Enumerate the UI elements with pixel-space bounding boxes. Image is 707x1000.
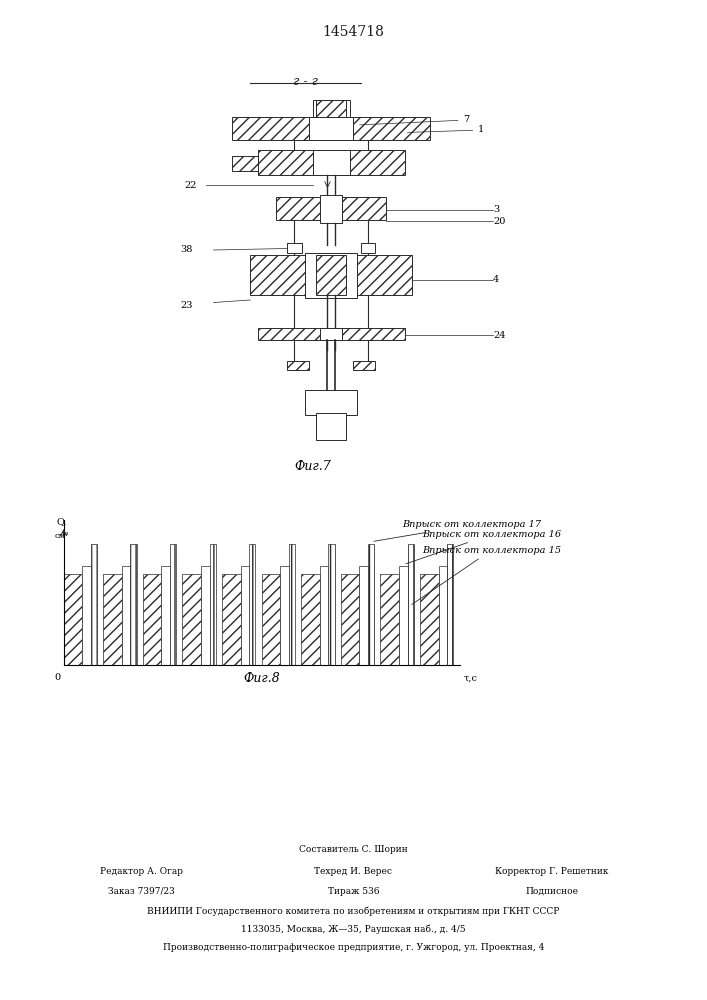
Bar (222, 574, 240, 665)
Bar (312, 100, 349, 117)
Text: Производственно-полиграфическое предприятие, г. Ужгород, ул. Проектная, 4: Производственно-полиграфическое предприя… (163, 943, 544, 952)
Bar (359, 566, 368, 665)
Text: Впрыск от коллектора 15: Впрыск от коллектора 15 (411, 546, 561, 605)
Bar (209, 544, 216, 665)
Text: 4: 4 (493, 275, 499, 284)
Bar (309, 117, 354, 140)
Bar (143, 574, 161, 665)
Bar (312, 150, 349, 175)
Bar (161, 566, 170, 665)
Bar (250, 255, 412, 295)
Text: Впрыск от коллектора 16: Впрыск от коллектора 16 (406, 530, 561, 564)
Text: 1: 1 (407, 125, 484, 134)
Bar (64, 574, 82, 665)
Text: 0: 0 (54, 673, 61, 682)
Bar (103, 574, 122, 665)
Bar (438, 566, 448, 665)
Bar (328, 544, 334, 665)
Bar (82, 566, 90, 665)
Bar (341, 574, 359, 665)
Bar (280, 566, 288, 665)
Text: 38: 38 (180, 245, 193, 254)
Bar (170, 544, 176, 665)
Text: ВНИИПИ Государственного комитета по изобретениям и открытиям при ГКНТ СССР: ВНИИПИ Государственного комитета по изоб… (147, 907, 560, 916)
Bar (276, 198, 386, 220)
Bar (305, 390, 357, 415)
Text: Заказ 7397/23: Заказ 7397/23 (108, 887, 175, 896)
Text: Фиг.7: Фиг.7 (294, 460, 331, 473)
Bar (320, 566, 328, 665)
Text: 24: 24 (493, 332, 506, 340)
Bar (257, 150, 404, 175)
Bar (320, 328, 342, 340)
Text: Тираж 536: Тираж 536 (328, 887, 379, 896)
Text: Q,: Q, (57, 518, 66, 527)
Text: Впрыск от коллектора 17: Впрыск от коллектора 17 (374, 520, 541, 541)
Bar (262, 574, 280, 665)
Bar (232, 117, 431, 140)
Bar (288, 544, 295, 665)
Text: 22: 22 (184, 180, 197, 190)
Bar (320, 195, 342, 223)
Bar (305, 252, 357, 298)
Bar (257, 328, 404, 340)
Text: τ,с: τ,с (464, 673, 478, 682)
Bar (407, 544, 414, 665)
Bar (317, 412, 346, 440)
Text: Подписное: Подписное (525, 887, 578, 896)
Bar (130, 544, 136, 665)
Bar (354, 361, 375, 370)
Bar (182, 574, 201, 665)
Bar (249, 544, 255, 665)
Text: Составитель С. Шорин: Составитель С. Шорин (299, 845, 408, 854)
Text: 20: 20 (493, 217, 506, 226)
Bar (232, 156, 257, 171)
Bar (90, 544, 97, 665)
Bar (368, 544, 374, 665)
Bar (420, 574, 438, 665)
Bar (317, 100, 346, 117)
Text: Фиг.8: Фиг.8 (243, 672, 280, 685)
Text: 1133035, Москва, Ж—35, Раушская наб., д. 4/5: 1133035, Москва, Ж—35, Раушская наб., д.… (241, 925, 466, 934)
Bar (287, 242, 302, 252)
Bar (122, 566, 130, 665)
Text: Техред И. Верес: Техред И. Верес (315, 867, 392, 876)
Bar (240, 566, 250, 665)
Text: 1454718: 1454718 (322, 25, 385, 39)
Bar (380, 574, 399, 665)
Text: Редактор А. Огар: Редактор А. Огар (100, 867, 183, 876)
Text: Корректор Г. Решетник: Корректор Г. Решетник (495, 867, 608, 876)
Text: 7: 7 (360, 115, 469, 125)
Bar (317, 255, 346, 295)
Text: см³: см³ (55, 532, 69, 540)
Text: 23: 23 (180, 300, 193, 310)
Text: г - г: г - г (293, 75, 318, 88)
Bar (448, 544, 453, 665)
Bar (201, 566, 209, 665)
Bar (361, 242, 375, 252)
Text: 3: 3 (493, 206, 499, 215)
Bar (399, 566, 407, 665)
Bar (287, 361, 309, 370)
Bar (301, 574, 320, 665)
